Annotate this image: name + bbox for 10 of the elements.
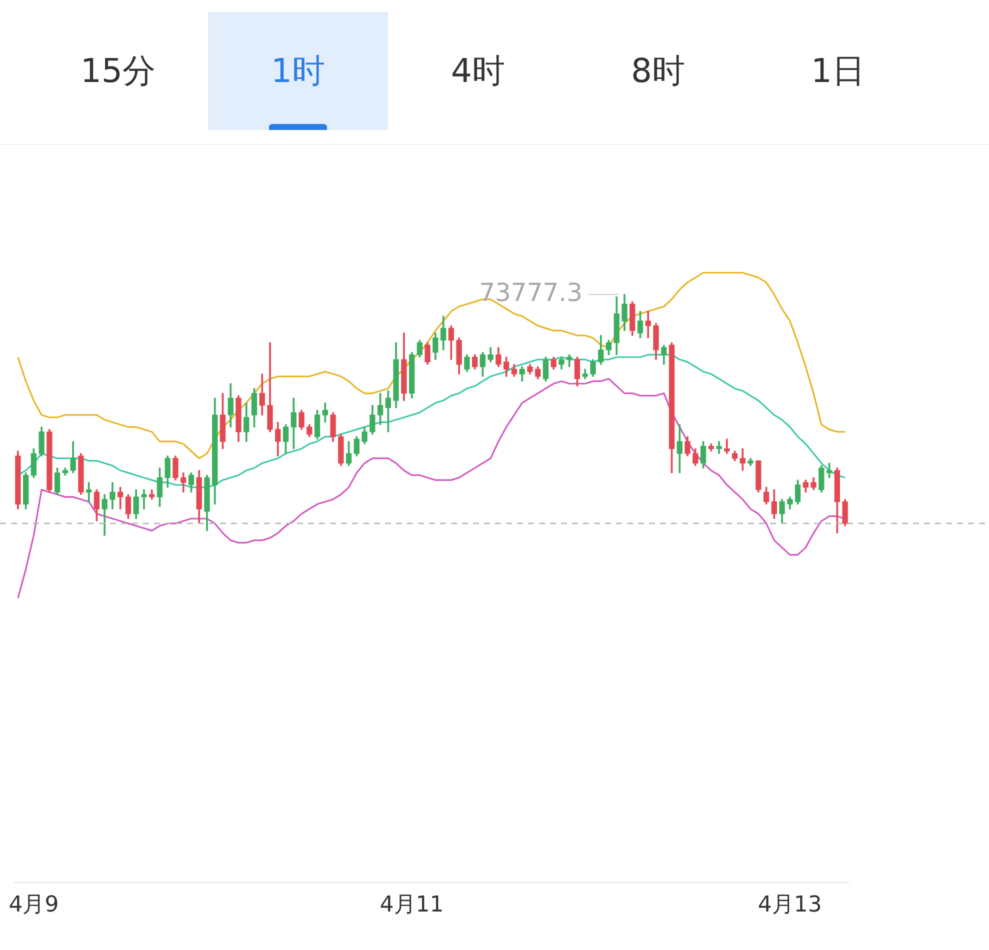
candlestick — [86, 482, 92, 502]
text: 1时 — [208, 12, 388, 130]
x-tick-label: 4月13 — [758, 892, 822, 918]
text: 8时 — [630, 50, 686, 92]
x-tick-label: 4月9 — [8, 892, 59, 918]
text: 1日 — [810, 50, 866, 92]
annotation: 73777.3 — [479, 278, 582, 307]
x-tick-label: 4月11 — [380, 892, 444, 918]
text: 4时 — [450, 50, 506, 92]
text: 15分 — [80, 50, 156, 92]
